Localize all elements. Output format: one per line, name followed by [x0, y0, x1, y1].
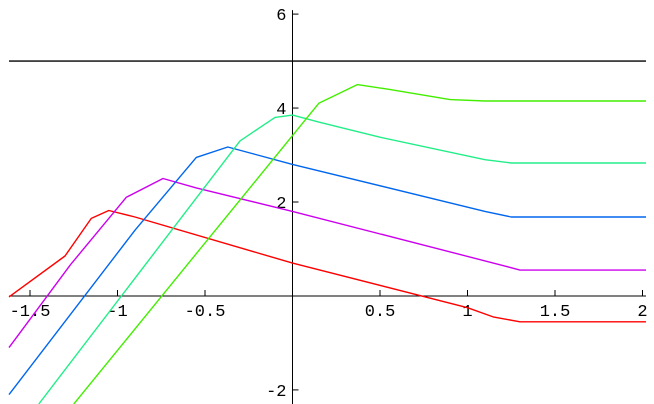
curve — [38, 114, 646, 404]
x-tick-label: 2 — [637, 303, 647, 322]
x-tick-label: -1.5 — [10, 303, 51, 322]
y-tick-label: 4 — [276, 101, 286, 120]
curve — [8, 146, 646, 396]
y-tick-label: 2 — [276, 195, 286, 214]
x-tick-label: 1.5 — [540, 303, 571, 322]
x-tick-label: 0.5 — [365, 303, 396, 322]
x-tick-label: -0.5 — [185, 303, 226, 322]
y-tick-label: -2 — [266, 383, 286, 402]
curve — [8, 177, 646, 349]
y-tick-label: 6 — [276, 7, 286, 26]
x-tick-label: 1 — [462, 303, 472, 322]
curve — [73, 83, 646, 404]
x-tick-label: -1 — [107, 303, 127, 322]
curve — [8, 209, 646, 323]
